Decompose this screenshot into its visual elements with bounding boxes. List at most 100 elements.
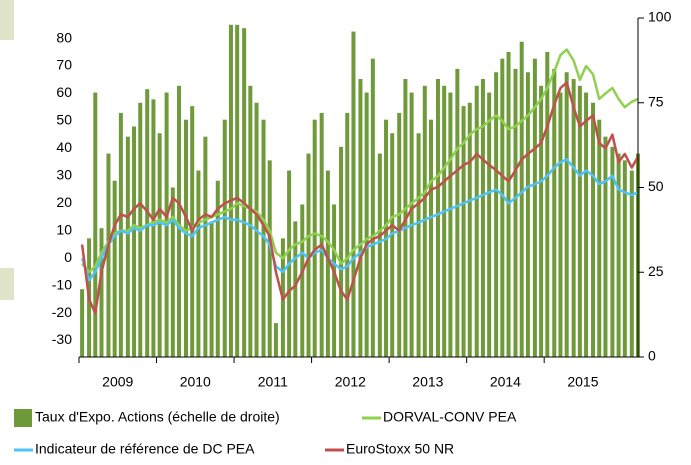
bar — [339, 146, 344, 357]
bar — [332, 204, 337, 357]
y-tick-label: 60 — [56, 84, 72, 100]
bar — [461, 106, 466, 357]
bar — [584, 92, 589, 357]
y-tick-label: 80 — [56, 29, 72, 45]
y-tick-label: 10 — [56, 221, 72, 237]
bar — [428, 119, 433, 357]
bar — [222, 119, 227, 357]
bar — [597, 119, 602, 357]
y2-tick-label: 50 — [648, 178, 664, 194]
x-tick-label: 2013 — [412, 374, 443, 390]
bar — [416, 133, 421, 357]
bar — [157, 133, 162, 357]
bar — [558, 92, 563, 357]
bar — [215, 180, 220, 357]
bar — [248, 85, 253, 358]
legend-label: DORVAL-CONV PEA — [383, 409, 517, 425]
line-series — [81, 48, 639, 274]
y2-tick-label: 100 — [648, 9, 672, 25]
bar — [170, 187, 175, 357]
bar — [448, 92, 453, 357]
bar — [494, 72, 499, 358]
bar — [564, 72, 569, 358]
bar — [273, 323, 278, 357]
x-tick-label: 2014 — [490, 374, 521, 390]
bar — [183, 119, 188, 357]
x-tick-label: 2009 — [102, 374, 133, 390]
bar — [93, 92, 98, 357]
legend-swatch — [14, 409, 32, 427]
y-tick-label: -30 — [52, 331, 72, 347]
bar — [616, 153, 621, 357]
bar — [545, 51, 550, 358]
bar — [358, 79, 363, 358]
legend-label: Taux d'Expo. Actions (échelle de droite) — [35, 409, 280, 425]
bar — [235, 24, 240, 358]
y-tick-label: 0 — [64, 249, 72, 265]
bar — [267, 160, 272, 357]
legend-label: EuroStoxx 50 NR — [346, 441, 454, 457]
bar — [422, 85, 427, 358]
y2-tick-label: 0 — [648, 348, 656, 364]
bar — [487, 92, 492, 357]
bar — [377, 153, 382, 357]
y-tick-label: 40 — [56, 139, 72, 155]
legend-label: Indicateur de référence de DC PEA — [35, 441, 255, 457]
bar — [345, 112, 350, 357]
bar — [145, 89, 150, 357]
bar — [132, 126, 137, 357]
bar — [513, 68, 518, 357]
bar — [442, 85, 447, 358]
bar — [390, 133, 395, 357]
bar — [610, 146, 615, 357]
bar — [480, 79, 485, 358]
y-tick-label: -20 — [52, 304, 72, 320]
bar — [151, 99, 156, 358]
bar — [577, 85, 582, 358]
y-tick-label: 50 — [56, 112, 72, 128]
bar — [571, 79, 576, 358]
bar — [242, 28, 247, 357]
x-tick-label: 2012 — [335, 374, 366, 390]
decoration — [0, 268, 14, 300]
bar — [209, 221, 214, 357]
bar — [474, 85, 479, 358]
bar — [106, 153, 111, 357]
bar — [228, 24, 233, 358]
bar — [467, 102, 472, 357]
bar — [112, 180, 117, 357]
bar — [455, 68, 460, 357]
bar — [300, 204, 305, 357]
bar — [622, 160, 627, 357]
bar — [435, 79, 440, 358]
y-tick-label: 70 — [56, 57, 72, 73]
bar — [364, 92, 369, 357]
bar — [351, 31, 356, 358]
bar — [500, 58, 505, 358]
bar — [591, 102, 596, 357]
y2-tick-label: 75 — [648, 93, 664, 109]
y2-tick-label: 25 — [648, 263, 664, 279]
bar — [370, 58, 375, 358]
bar — [552, 68, 557, 357]
bar — [203, 136, 208, 357]
bar — [99, 228, 104, 357]
bar — [261, 119, 266, 357]
bar — [603, 136, 608, 357]
x-tick-label: 2011 — [258, 374, 288, 390]
bar — [325, 170, 330, 357]
bar — [312, 119, 317, 357]
line-series — [80, 158, 639, 282]
bar — [293, 221, 298, 357]
bar — [118, 112, 123, 357]
y-tick-label: 20 — [56, 194, 72, 210]
y-tick-label: -10 — [52, 276, 72, 292]
y-tick-label: 30 — [56, 167, 72, 183]
bar — [525, 72, 530, 358]
bar — [125, 136, 130, 357]
bar — [397, 112, 402, 357]
x-tick-label: 2010 — [180, 374, 211, 390]
bar — [532, 58, 537, 358]
